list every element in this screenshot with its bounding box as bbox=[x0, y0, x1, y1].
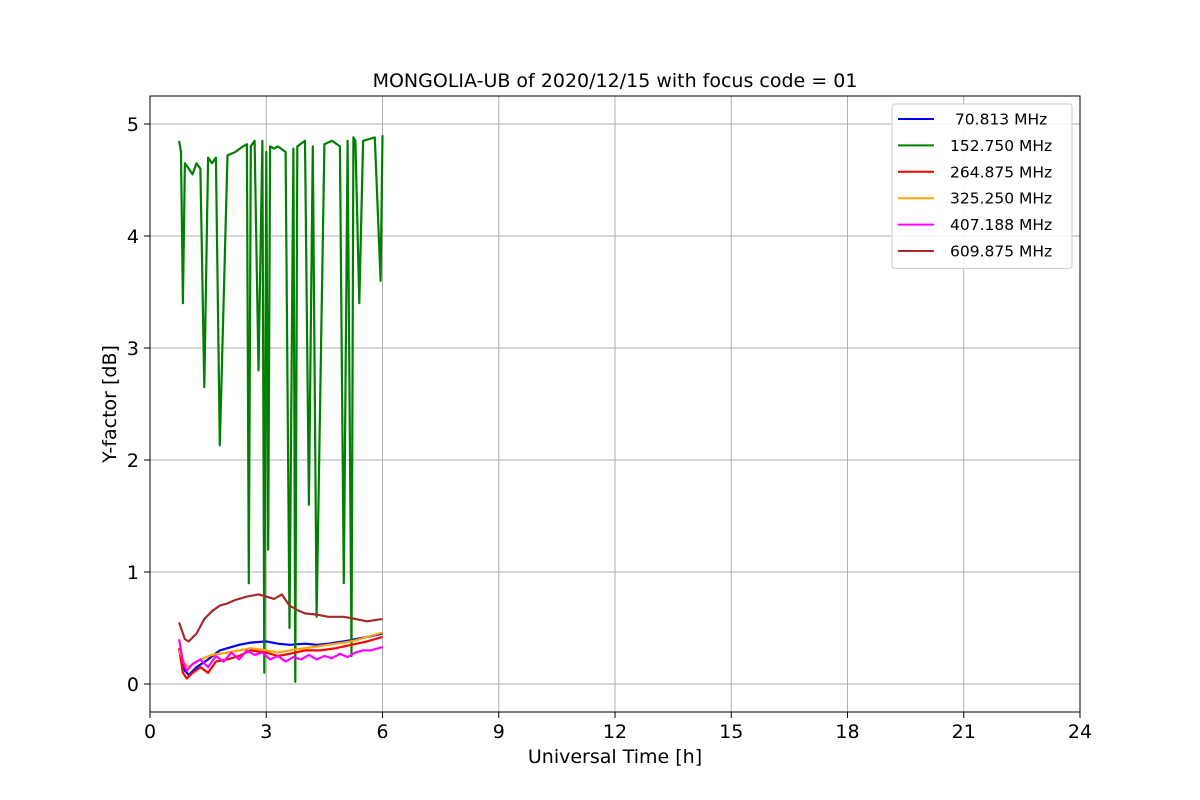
legend-entry-label: 609.875 MHz bbox=[950, 243, 1052, 261]
y-tick-label: 4 bbox=[127, 226, 139, 248]
legend-box bbox=[891, 103, 1073, 269]
x-tick-label: 21 bbox=[952, 721, 976, 743]
y-axis-label: Y-factor [dB] bbox=[99, 345, 121, 464]
legend-entry-label: 325.250 MHz bbox=[950, 190, 1052, 208]
chart-title: MONGOLIA-UB of 2020/12/15 with focus cod… bbox=[373, 70, 858, 92]
y-tick-label: 2 bbox=[127, 450, 139, 472]
y-tick-label: 1 bbox=[127, 562, 139, 584]
x-tick-label: 9 bbox=[493, 721, 505, 743]
x-axis-label: Universal Time [h] bbox=[528, 746, 702, 768]
series-line-5 bbox=[178, 639, 383, 672]
x-tick-label: 6 bbox=[376, 721, 388, 743]
x-tick-label: 0 bbox=[144, 721, 156, 743]
x-tick-label: 24 bbox=[1068, 721, 1092, 743]
y-tick-label: 0 bbox=[127, 674, 139, 696]
y-tick-label: 3 bbox=[127, 338, 139, 360]
series-lines bbox=[178, 135, 384, 683]
x-tick-label: 12 bbox=[603, 721, 627, 743]
x-tick-label: 18 bbox=[835, 721, 859, 743]
series-line-1 bbox=[178, 632, 383, 677]
x-tick-label: 15 bbox=[719, 721, 743, 743]
legend-entry-label: 264.875 MHz bbox=[950, 163, 1052, 181]
series-line-3 bbox=[178, 635, 383, 680]
series-line-2 bbox=[178, 135, 384, 683]
legend-entry-label: 70.813 MHz bbox=[950, 111, 1047, 129]
series-line-6 bbox=[178, 593, 383, 643]
legend-entry-label: 407.188 MHz bbox=[950, 216, 1052, 234]
y-tick-label: 5 bbox=[127, 114, 139, 136]
legend-entry-label: 152.750 MHz bbox=[950, 137, 1052, 155]
legend: 70.813 MHz 152.750 MHz 264.875 MHz 325.250 … bbox=[891, 103, 1073, 269]
x-tick-label: 3 bbox=[260, 721, 272, 743]
